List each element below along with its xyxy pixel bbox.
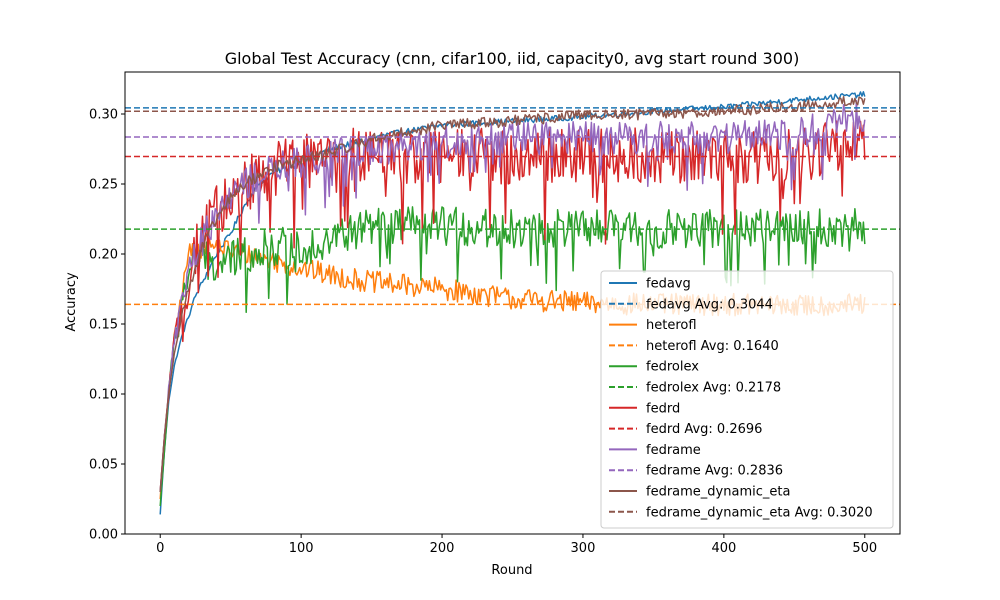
legend-label: heterofl <box>646 318 697 333</box>
plot-area <box>125 91 900 515</box>
y-tick-label: 0.10 <box>89 388 118 403</box>
x-tick-label: 500 <box>852 541 877 556</box>
legend-label: fedrolex <box>646 360 699 375</box>
legend-avg-label: fedrd Avg: 0.2696 <box>646 422 762 437</box>
x-axis-label: Round <box>491 563 532 578</box>
series-line-fedrolex <box>159 206 866 507</box>
legend-label: fedrd <box>646 401 680 416</box>
axes: 0 100 200 300 400 500 0.00 0.05 0.10 0.15 0.20 0.25… <box>89 71 901 556</box>
y-axis-label: Accuracy <box>64 272 79 332</box>
legend-avg-label: heterofl Avg: 0.1640 <box>646 339 779 354</box>
y-tick-label: 0.20 <box>89 248 118 263</box>
x-tick-label: 400 <box>711 541 736 556</box>
x-tick-label: 300 <box>571 541 596 556</box>
legend-avg-label: fedavg Avg: 0.3044 <box>646 297 773 312</box>
legend-box <box>600 270 894 529</box>
legend: fedavg fedavg Avg: 0.3044 heterofl heterofl… <box>600 270 894 529</box>
x-tick-label: 0 <box>156 541 164 556</box>
series-line-fedrd <box>159 120 866 493</box>
legend-avg-label: fedrame Avg: 0.2836 <box>646 464 783 479</box>
y-tick-label: 0.00 <box>89 528 118 543</box>
x-tick-label: 100 <box>289 541 314 556</box>
legend-label: fedavg <box>646 277 691 292</box>
y-tick-label: 0.15 <box>89 318 118 333</box>
legend-avg-label: fedrame_dynamic_eta Avg: 0.3020 <box>646 505 873 520</box>
chart-title: Global Test Accuracy (cnn, cifar100, iid… <box>225 49 800 68</box>
plot-frame <box>124 71 901 535</box>
y-tick-label: 0.30 <box>89 108 118 123</box>
y-tick-label: 0.05 <box>89 458 118 473</box>
legend-avg-label: fedrolex Avg: 0.2178 <box>646 381 781 396</box>
legend-label: fedrame <box>646 443 701 458</box>
x-tick-label: 200 <box>430 541 455 556</box>
y-tick-label: 0.25 <box>89 178 118 193</box>
legend-label: fedrame_dynamic_eta <box>646 485 790 500</box>
